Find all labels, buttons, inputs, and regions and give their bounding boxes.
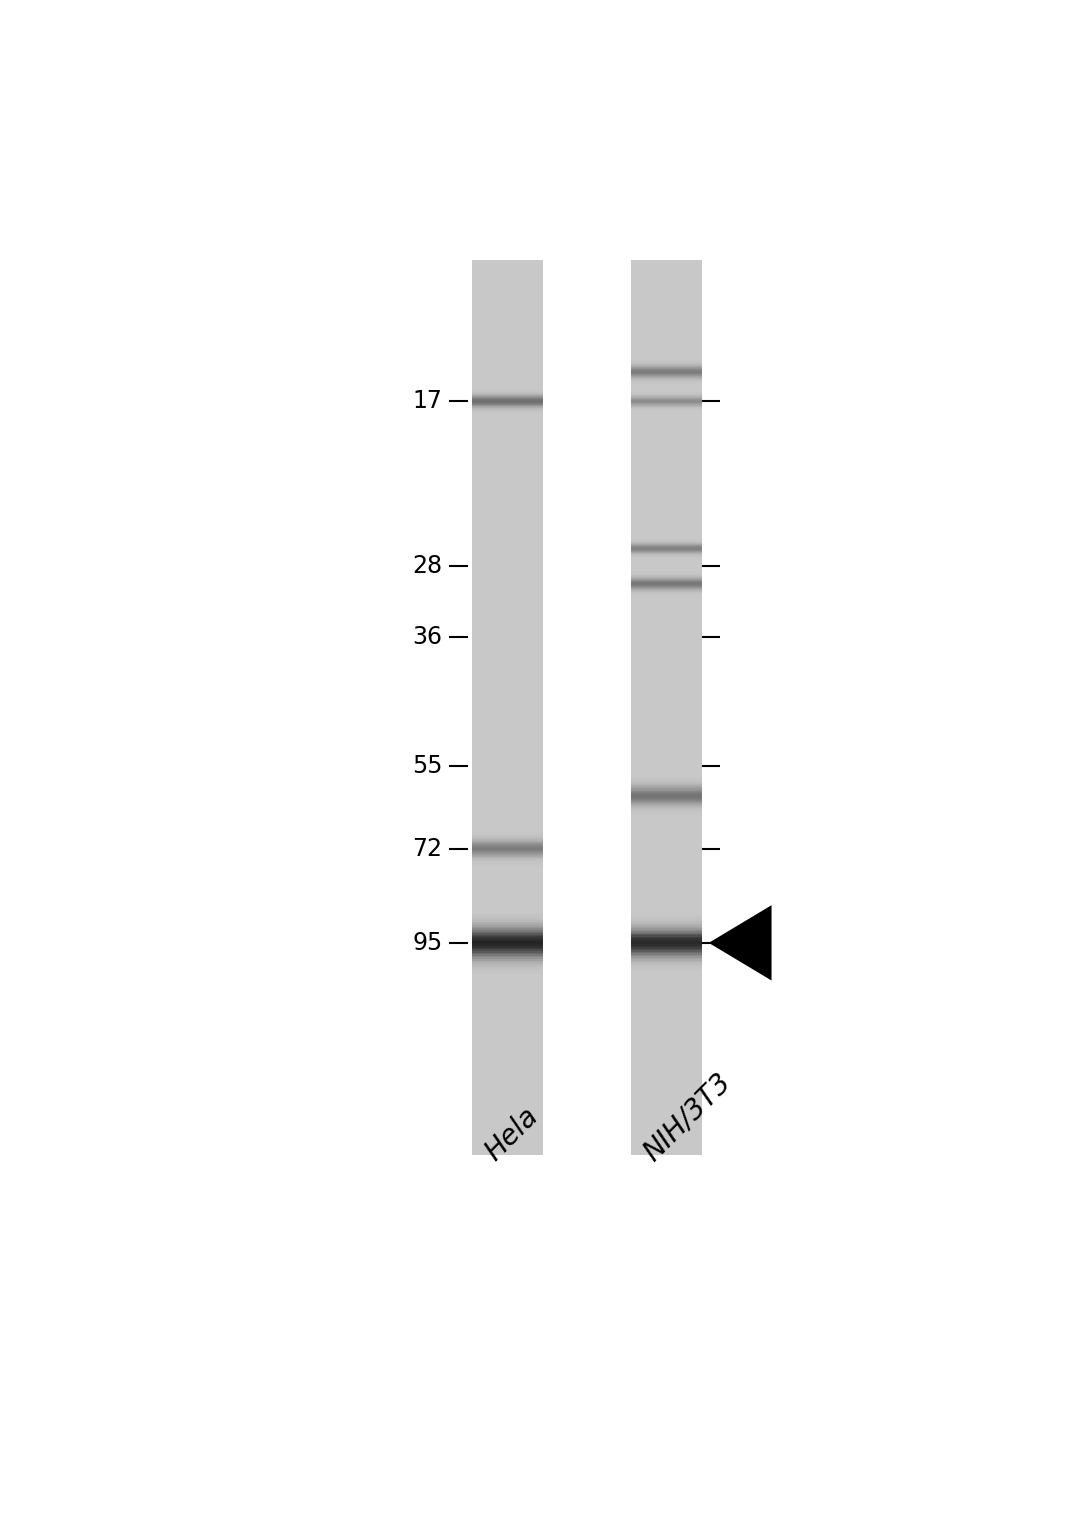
Bar (472, 951, 543, 953)
Bar (472, 950, 543, 951)
Bar (472, 928, 543, 930)
Bar (472, 940, 543, 942)
Bar (472, 954, 543, 956)
Bar (472, 956, 543, 957)
Text: 72: 72 (413, 836, 443, 861)
Bar (472, 917, 543, 919)
Bar (472, 953, 543, 954)
Bar (472, 974, 543, 976)
Bar (631, 260, 702, 1154)
Bar (472, 943, 543, 945)
Bar (472, 946, 543, 948)
Bar (472, 919, 543, 920)
Text: 36: 36 (413, 625, 443, 648)
Bar (472, 962, 543, 963)
Bar (472, 968, 543, 969)
Bar (472, 933, 543, 934)
Bar (472, 930, 543, 931)
Bar (472, 910, 543, 913)
Bar (472, 924, 543, 925)
Bar (472, 916, 543, 917)
Text: 17: 17 (413, 390, 443, 413)
Bar (472, 925, 543, 927)
Text: 55: 55 (413, 754, 443, 778)
Bar (472, 945, 543, 946)
Text: 28: 28 (413, 553, 443, 578)
Polygon shape (708, 905, 771, 980)
Bar (472, 942, 543, 943)
Text: NIH/3T3: NIH/3T3 (638, 1067, 737, 1167)
Bar (472, 959, 543, 960)
Bar (472, 960, 543, 962)
Bar (472, 957, 543, 959)
Bar (472, 936, 543, 937)
Bar (472, 927, 543, 928)
Bar (472, 971, 543, 972)
Bar (472, 920, 543, 922)
Bar (472, 969, 543, 971)
Bar (472, 972, 543, 974)
Bar (472, 937, 543, 940)
Bar (472, 948, 543, 950)
Bar (472, 965, 543, 968)
Text: Hela: Hela (480, 1102, 543, 1167)
Bar (472, 963, 543, 965)
Bar (472, 260, 543, 1154)
Bar (472, 914, 543, 916)
Bar (472, 931, 543, 933)
Bar (472, 934, 543, 936)
Bar (472, 922, 543, 924)
Bar (472, 913, 543, 914)
Text: 95: 95 (413, 931, 443, 954)
